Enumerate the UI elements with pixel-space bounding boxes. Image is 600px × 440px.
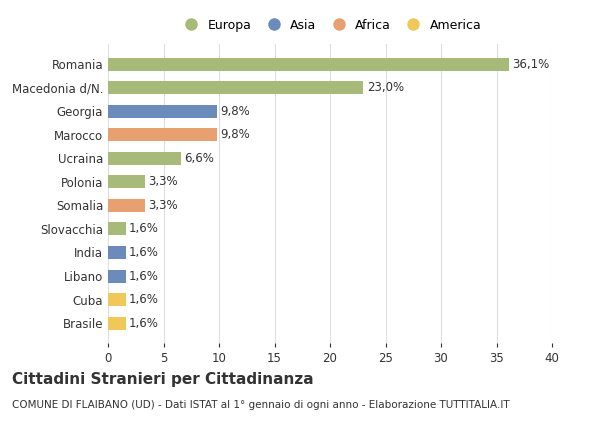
Bar — [108, 223, 126, 235]
Text: 3,3%: 3,3% — [148, 175, 178, 188]
Legend: Europa, Asia, Africa, America: Europa, Asia, Africa, America — [179, 19, 481, 32]
Bar — [108, 152, 181, 165]
Bar — [108, 128, 217, 141]
Text: 9,8%: 9,8% — [220, 128, 250, 141]
Bar — [108, 270, 126, 282]
Text: 3,3%: 3,3% — [148, 199, 178, 212]
Bar — [108, 176, 145, 188]
Bar — [108, 105, 217, 117]
Text: Cittadini Stranieri per Cittadinanza: Cittadini Stranieri per Cittadinanza — [12, 372, 314, 387]
Bar — [108, 81, 364, 94]
Bar — [108, 293, 126, 306]
Bar — [108, 246, 126, 259]
Text: 9,8%: 9,8% — [220, 105, 250, 117]
Bar — [108, 58, 509, 70]
Bar — [108, 317, 126, 330]
Text: 1,6%: 1,6% — [129, 293, 159, 306]
Text: 36,1%: 36,1% — [512, 58, 549, 70]
Text: COMUNE DI FLAIBANO (UD) - Dati ISTAT al 1° gennaio di ogni anno - Elaborazione T: COMUNE DI FLAIBANO (UD) - Dati ISTAT al … — [12, 400, 509, 411]
Text: 1,6%: 1,6% — [129, 223, 159, 235]
Text: 1,6%: 1,6% — [129, 317, 159, 330]
Text: 6,6%: 6,6% — [185, 152, 214, 165]
Text: 1,6%: 1,6% — [129, 246, 159, 259]
Text: 23,0%: 23,0% — [367, 81, 404, 94]
Text: 1,6%: 1,6% — [129, 270, 159, 282]
Bar — [108, 199, 145, 212]
